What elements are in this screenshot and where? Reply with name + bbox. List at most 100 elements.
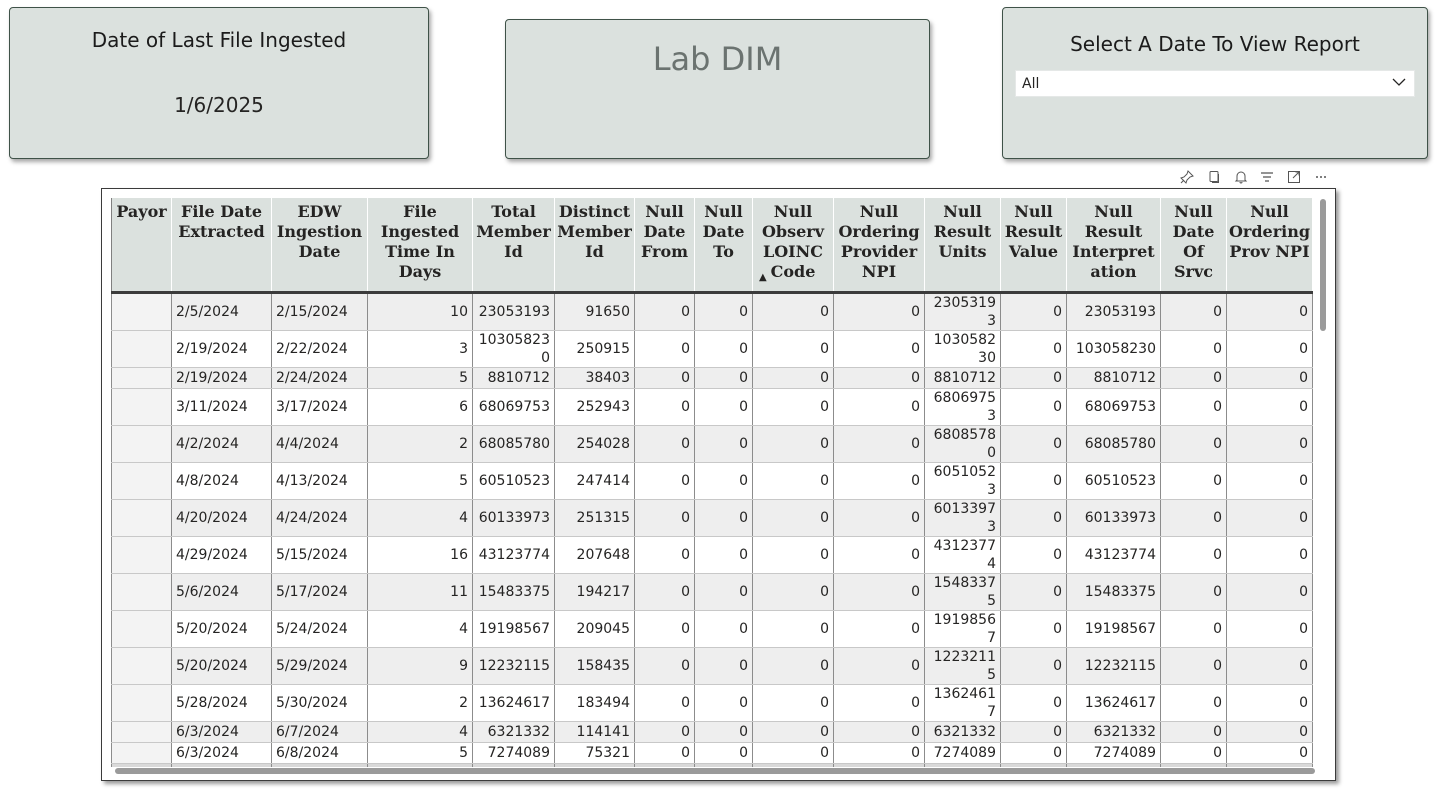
table-cell: 19198567 xyxy=(472,610,555,648)
table-cell: 0 xyxy=(1160,684,1227,722)
column-header[interactable]: EDW Ingestion Date xyxy=(271,197,368,293)
table-row[interactable]: 2/19/2024 2/24/2024 5 8810712 38403 0 0 0 0 88107… xyxy=(111,367,1313,389)
column-header[interactable]: Null Date To xyxy=(694,197,753,293)
table-cell: 194217 xyxy=(554,573,635,611)
table-cell: 0 xyxy=(833,721,925,743)
table-cell: 0 xyxy=(833,536,925,574)
table-cell: 0 xyxy=(752,647,834,685)
table-cell: 60133973 xyxy=(1066,499,1161,537)
bell-icon[interactable] xyxy=(1232,168,1250,186)
sort-ascending-icon[interactable]: ▲ xyxy=(759,272,767,283)
vertical-scrollbar[interactable] xyxy=(1319,197,1327,767)
table-cell: 12232115 xyxy=(472,647,555,685)
table-row[interactable]: 6/3/2024 6/8/2024 5 7274089 75321 0 0 0 0 7274089… xyxy=(111,742,1313,764)
column-header[interactable]: Null Date From xyxy=(634,197,695,293)
table-cell: 0 xyxy=(1226,499,1313,537)
card-title: Date of Last File Ingested xyxy=(91,28,347,52)
table-cell: 0 xyxy=(1160,425,1227,463)
more-options-icon[interactable] xyxy=(1312,168,1330,186)
table-cell: 0 xyxy=(1000,721,1067,743)
table-cell: 0 xyxy=(1160,499,1227,537)
table-row[interactable]: 3/11/2024 3/17/2024 6 68069753 252943 0 0 0 0 680… xyxy=(111,388,1313,426)
table-row[interactable]: 4/2/2024 4/4/2024 2 68085780 254028 0 0 0 0 68085… xyxy=(111,425,1313,463)
table-cell: 68069753 xyxy=(924,388,1001,426)
table-cell: 0 xyxy=(634,425,695,463)
table-row[interactable]: 5/20/2024 5/24/2024 4 19198567 209045 0 0 0 0 191… xyxy=(111,610,1313,648)
column-header[interactable]: Total Member Id xyxy=(472,197,555,293)
table-cell: 82132 xyxy=(554,763,635,767)
column-header[interactable]: Null Result Interpret ation xyxy=(1066,197,1161,293)
column-header[interactable]: Null Ordering Prov NPI xyxy=(1226,197,1313,293)
date-slicer-card: Select A Date To View Report All xyxy=(1002,7,1428,159)
table-cell: 7274089 xyxy=(924,742,1001,764)
table-row[interactable]: 2/5/2024 2/15/2024 10 23053193 91650 0 0 0 0 2305… xyxy=(111,292,1313,331)
table-cell: 9065790 xyxy=(1066,763,1161,767)
table-cell: 0 xyxy=(1160,462,1227,500)
horizontal-scrollbar[interactable] xyxy=(111,768,1321,774)
column-header-label: Null Result Units xyxy=(933,202,992,261)
table-cell: 6321332 xyxy=(1066,721,1161,743)
table-cell: 0 xyxy=(1000,462,1067,500)
table-cell: 0 xyxy=(752,573,834,611)
table-cell: 0 xyxy=(1000,425,1067,463)
column-header[interactable]: Null Observ LOINC Code ▲ xyxy=(752,197,834,293)
last-file-ingested-card: Date of Last File Ingested 1/6/2025 xyxy=(9,7,429,159)
column-header[interactable]: Payor xyxy=(111,197,172,293)
table-cell: 13624617 xyxy=(472,684,555,722)
table-cell: 0 xyxy=(752,536,834,574)
table-cell: 2 xyxy=(367,684,473,722)
table-cell: 4 xyxy=(367,721,473,743)
table-row[interactable]: 5/28/2024 5/30/2024 2 13624617 183494 0 0 0 0 136… xyxy=(111,684,1313,722)
table-row[interactable]: 4/20/2024 4/24/2024 4 60133973 251315 0 0 0 0 601… xyxy=(111,499,1313,537)
table-cell xyxy=(111,388,172,426)
table-row[interactable]: 6/3/20246/9/2024690657908213200009065790… xyxy=(111,763,1313,767)
table-cell: 0 xyxy=(1226,425,1313,463)
table-grid[interactable]: Payor File Date Extracted EDW Ingestion Da… xyxy=(111,197,1321,767)
table-cell: 252943 xyxy=(554,388,635,426)
table-cell: 0 xyxy=(833,647,925,685)
table-cell: 13624617 xyxy=(1066,684,1161,722)
table-cell: 6321332 xyxy=(472,721,555,743)
table-cell: 158435 xyxy=(554,647,635,685)
visual-header-toolbar xyxy=(1170,166,1338,188)
column-header[interactable]: Null Result Value xyxy=(1000,197,1067,293)
table-row[interactable]: 5/6/2024 5/17/2024 11 15483375 194217 0 0 0 0 154… xyxy=(111,573,1313,611)
focus-mode-icon[interactable] xyxy=(1285,168,1303,186)
table-cell: 0 xyxy=(752,499,834,537)
table-row[interactable]: 2/19/2024 2/22/2024 3 103058230 250915 0 0 0 0 10… xyxy=(111,330,1313,368)
table-cell: 60510523 xyxy=(472,462,555,500)
column-header[interactable]: File Ingested Time In Days xyxy=(367,197,473,293)
table-cell: 0 xyxy=(752,763,834,767)
table-cell: 0 xyxy=(752,610,834,648)
table-cell: 254028 xyxy=(554,425,635,463)
column-header[interactable]: File Date Extracted xyxy=(171,197,272,293)
table-cell: 0 xyxy=(1160,388,1227,426)
table-cell: 209045 xyxy=(554,610,635,648)
table-cell: 0 xyxy=(1226,388,1313,426)
column-header-label: Null Result Interpret ation xyxy=(1072,202,1155,281)
table-row[interactable]: 6/3/2024 6/7/2024 4 6321332 114141 0 0 0 0 632133… xyxy=(111,721,1313,743)
table-cell: 0 xyxy=(634,763,695,767)
date-dropdown[interactable]: All xyxy=(1015,70,1415,97)
table-cell: 68069753 xyxy=(1066,388,1161,426)
column-header[interactable]: Null Ordering Provider NPI xyxy=(833,197,925,293)
table-cell: 0 xyxy=(634,610,695,648)
table-cell: 0 xyxy=(634,573,695,611)
table-row[interactable]: 4/8/2024 4/13/2024 5 60510523 247414 0 0 0 0 6051… xyxy=(111,462,1313,500)
table-cell: 0 xyxy=(752,425,834,463)
chevron-down-icon xyxy=(1392,75,1406,93)
copy-icon[interactable] xyxy=(1205,168,1223,186)
filter-icon[interactable] xyxy=(1258,168,1276,186)
column-header[interactable]: Distinct Member Id xyxy=(554,197,635,293)
pin-icon[interactable] xyxy=(1178,168,1196,186)
column-header[interactable]: Null Result Units xyxy=(924,197,1001,293)
table-cell: 0 xyxy=(694,462,753,500)
table-row[interactable]: 5/20/2024 5/29/2024 9 12232115 158435 0 0 0 0 122… xyxy=(111,647,1313,685)
table-cell: 60133973 xyxy=(924,499,1001,537)
table-row[interactable]: 4/29/2024 5/15/2024 16 43123774 207648 0 0 0 0 43… xyxy=(111,536,1313,574)
table-cell: 5 xyxy=(367,367,473,389)
table-cell: 0 xyxy=(1226,610,1313,648)
table-cell: 0 xyxy=(833,610,925,648)
column-header[interactable]: Null Date Of Srvc xyxy=(1160,197,1227,293)
column-header-label: EDW Ingestion Date xyxy=(276,202,363,261)
